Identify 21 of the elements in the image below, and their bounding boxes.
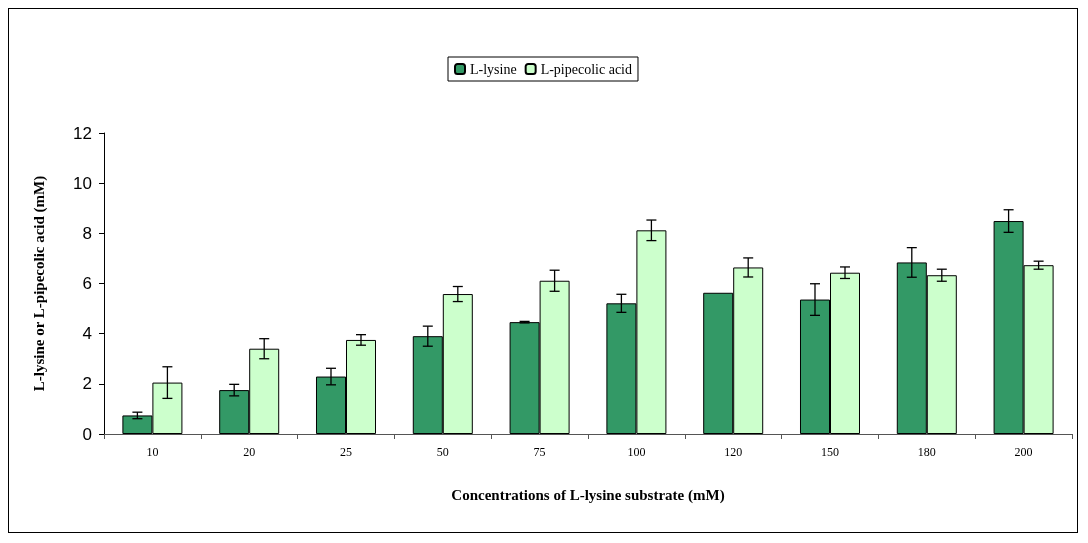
legend-label: L-pipecolic acid — [540, 61, 632, 77]
legend-label: L-lysine — [470, 61, 517, 77]
y-tick-label: 10 — [73, 173, 92, 193]
y-tick-label: 4 — [82, 324, 92, 344]
x-axis-title: Concentrations of L-lysine substrate (mM) — [451, 486, 725, 504]
y-tick-label: 0 — [82, 424, 92, 444]
x-tick-label: 25 — [340, 445, 352, 459]
y-tick-label: 6 — [82, 274, 92, 293]
y-tick-label: 2 — [82, 374, 92, 394]
x-tick-label: 150 — [821, 445, 839, 459]
y-tick-label: 8 — [82, 223, 92, 243]
x-tick-label: 10 — [146, 445, 159, 459]
x-tick-label: 180 — [917, 445, 936, 459]
x-tick-label: 75 — [533, 445, 546, 459]
x-tick-label: 100 — [627, 445, 646, 459]
y-tick-label: 12 — [73, 123, 92, 143]
y-axis-title: L-lysine or L-pipecolic acid (mM) — [30, 175, 48, 392]
x-tick-label: 50 — [436, 445, 449, 459]
x-tick-label: 200 — [1014, 445, 1033, 459]
x-tick-label: 120 — [724, 445, 743, 459]
x-tick-label: 20 — [243, 445, 256, 459]
